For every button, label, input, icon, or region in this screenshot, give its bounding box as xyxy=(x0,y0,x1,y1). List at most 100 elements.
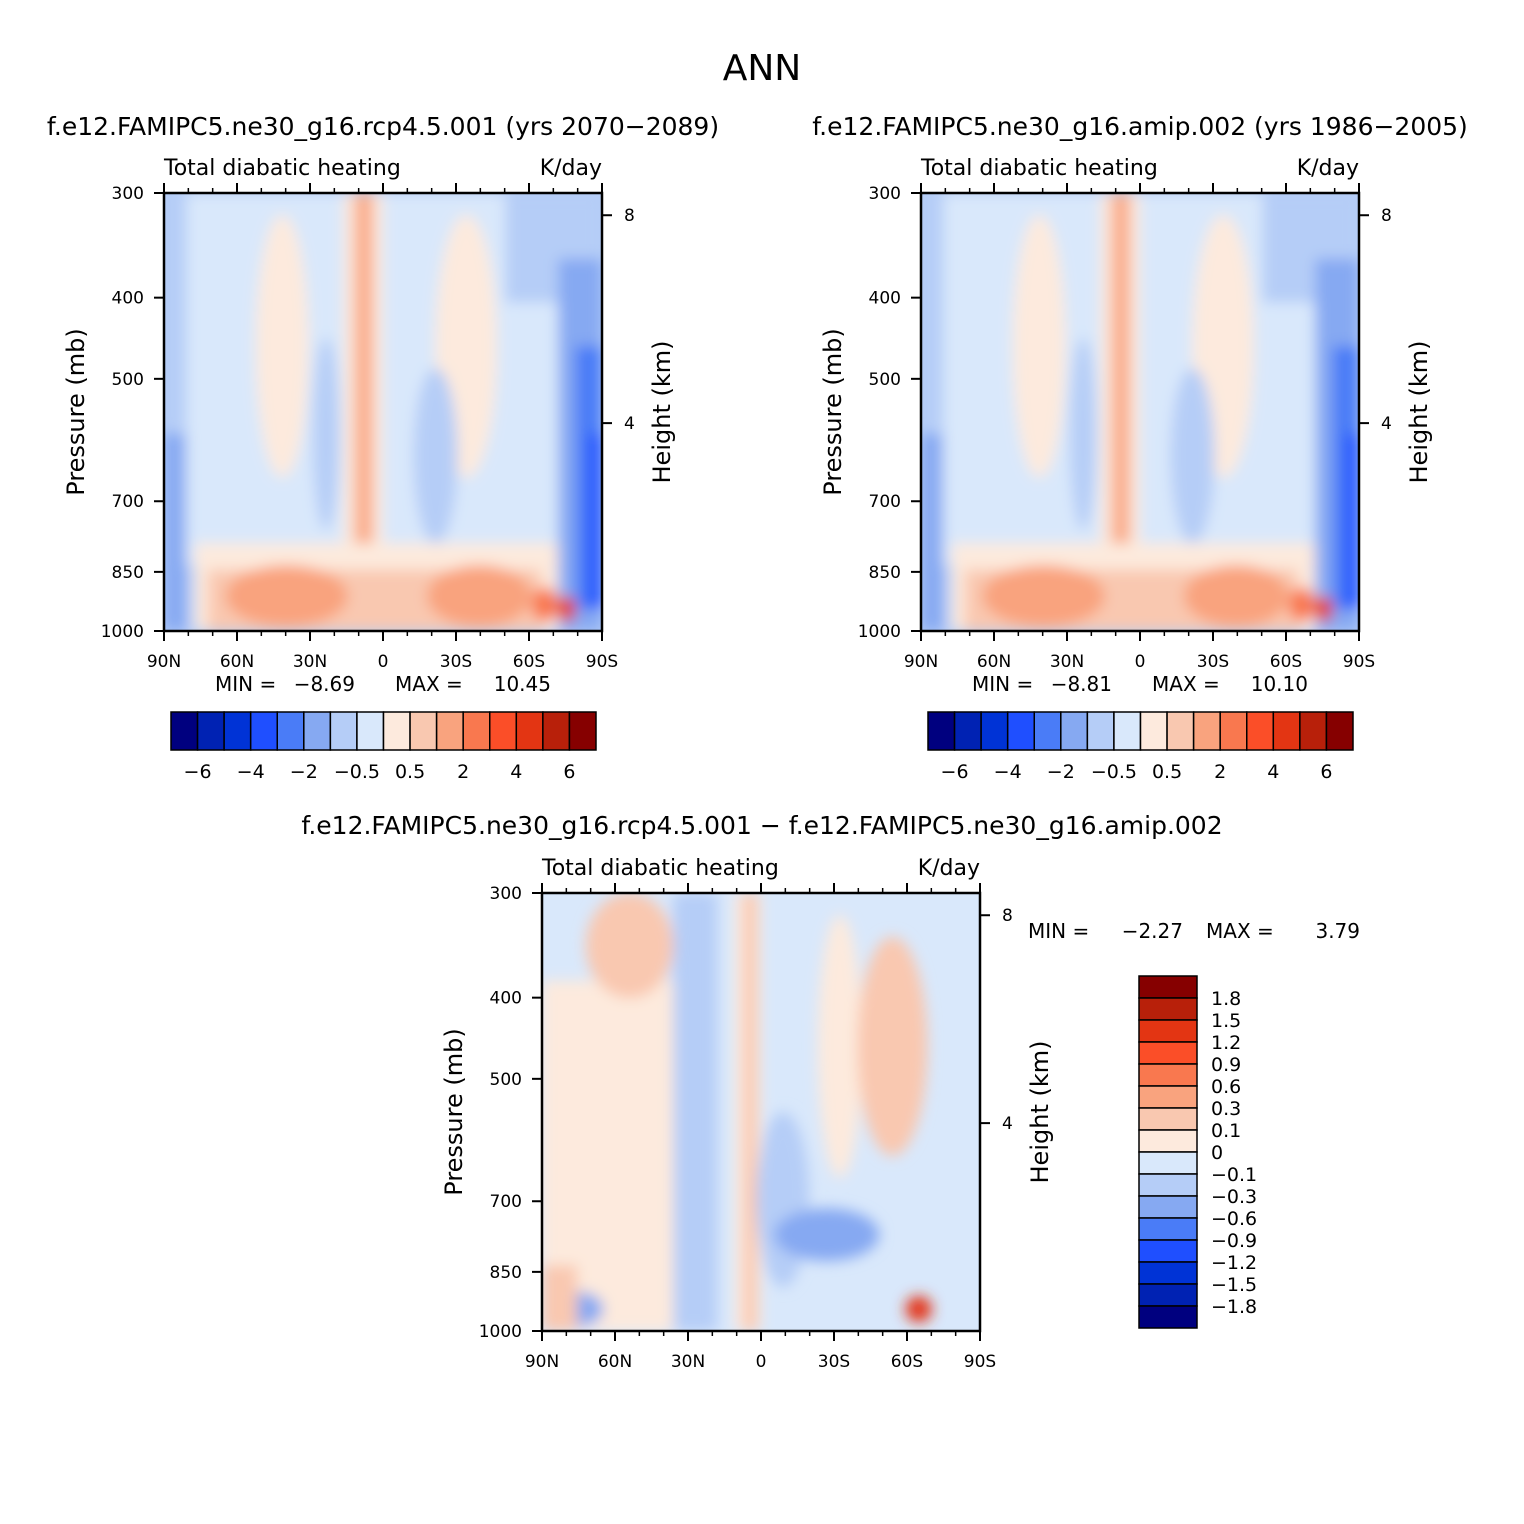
x-tick-label: 90N xyxy=(525,1352,559,1372)
panel-left-label: Total diabatic heating xyxy=(163,156,401,181)
colorbar-cell xyxy=(542,711,571,751)
panel-right-label: K/day xyxy=(1297,156,1359,181)
colorbar-cell xyxy=(409,711,438,751)
colorbar-cell xyxy=(489,711,518,751)
max-value: 10.10 xyxy=(1251,672,1308,696)
colorbar-cell xyxy=(1139,711,1168,751)
y-tick-label: 1000 xyxy=(479,1322,522,1342)
colorbar-cell xyxy=(196,711,225,751)
y-tick-label: 500 xyxy=(490,1070,522,1090)
colorbar-cell xyxy=(1033,711,1062,751)
colorbar-cell xyxy=(1138,1085,1198,1109)
field-1 xyxy=(921,193,1359,631)
colorbar-label: −0.6 xyxy=(1211,1208,1257,1230)
colorbar-cell xyxy=(1138,1217,1198,1241)
x-tick-label: 90S xyxy=(586,652,618,672)
colorbar-cell xyxy=(1192,711,1221,751)
colorbar-label: 0.1 xyxy=(1211,1120,1241,1142)
colorbar-label: 0.5 xyxy=(1152,761,1182,783)
colorbar-cell xyxy=(953,711,982,751)
colorbar-cell xyxy=(1138,1283,1198,1307)
colorbar-cell xyxy=(303,711,332,751)
max-value: 3.79 xyxy=(1315,919,1360,943)
colorbar-label: 0.9 xyxy=(1211,1054,1241,1076)
colorbar-label: 6 xyxy=(1320,761,1332,783)
y-right-axis-label: Height (km) xyxy=(648,341,676,484)
colorbar-cell xyxy=(1138,1261,1198,1285)
colorbar-cell xyxy=(1219,711,1248,751)
colorbar-cell xyxy=(568,711,597,751)
colorbar-label: −0.1 xyxy=(1211,1164,1257,1186)
colorbar-label: 0.5 xyxy=(395,761,425,783)
y-tick-label: 300 xyxy=(112,184,144,204)
colorbar-cell xyxy=(1138,1305,1198,1329)
colorbar-label: 2 xyxy=(457,761,469,783)
max-label: MAX = xyxy=(1152,672,1220,696)
x-tick-label: 0 xyxy=(756,1352,767,1372)
y-tick-label: 850 xyxy=(869,563,901,583)
colorbar-label: 0.6 xyxy=(1211,1076,1241,1098)
y-tick-label: 500 xyxy=(869,370,901,390)
panel-right-label: K/day xyxy=(918,856,980,881)
colorbar-cell xyxy=(927,711,956,751)
x-tick-label: 30N xyxy=(1050,652,1084,672)
min-label: MIN = xyxy=(972,672,1033,696)
colorbar-label: −0.5 xyxy=(1091,761,1137,783)
y-tick-label: 400 xyxy=(490,989,522,1009)
colorbar-label: −6 xyxy=(184,761,212,783)
y-axis-label: Pressure (mb) xyxy=(62,328,90,495)
colorbar-label: 1.2 xyxy=(1211,1032,1241,1054)
colorbar-cell xyxy=(980,711,1009,751)
figure-title: ANN xyxy=(723,48,802,89)
y-right-tick-label: 4 xyxy=(624,414,635,434)
colorbar-cell xyxy=(1138,1239,1198,1263)
colorbar-cell xyxy=(1138,1107,1198,1131)
colorbar-label: −2 xyxy=(290,761,318,783)
max-label: MAX = xyxy=(395,672,463,696)
colorbar-cell xyxy=(462,711,491,751)
x-tick-label: 0 xyxy=(1135,652,1146,672)
colorbar-cell xyxy=(1138,1129,1198,1153)
colorbar-cell xyxy=(1166,711,1195,751)
colorbar-cell xyxy=(249,711,278,751)
field-2 xyxy=(542,893,980,1331)
colorbar-label: 6 xyxy=(563,761,575,783)
x-tick-label: 90S xyxy=(964,1352,996,1372)
colorbar-label: −4 xyxy=(237,761,265,783)
colorbar-label: −1.5 xyxy=(1211,1274,1257,1296)
x-tick-label: 30N xyxy=(293,652,327,672)
colorbar-cell xyxy=(223,711,252,751)
x-tick-label: 0 xyxy=(378,652,389,672)
colorbar-cell xyxy=(1272,711,1301,751)
min-label: MIN = xyxy=(1028,919,1089,943)
y-axis-label: Pressure (mb) xyxy=(819,328,847,495)
colorbar-cell xyxy=(356,711,385,751)
colorbar-cell xyxy=(329,711,358,751)
x-tick-label: 60S xyxy=(1270,652,1302,672)
colorbar-label: 4 xyxy=(510,761,522,783)
x-tick-label: 60N xyxy=(977,652,1011,672)
colorbar-cell xyxy=(1325,711,1354,751)
y-right-tick-label: 8 xyxy=(1381,206,1392,226)
y-tick-label: 700 xyxy=(869,492,901,512)
colorbar-label: −2 xyxy=(1047,761,1075,783)
colorbar-cell xyxy=(1138,1151,1198,1175)
y-tick-label: 1000 xyxy=(858,622,901,642)
colorbar-cell xyxy=(1138,1041,1198,1065)
colorbar-label: 1.8 xyxy=(1211,988,1241,1010)
min-value: −8.69 xyxy=(294,672,355,696)
y-tick-label: 700 xyxy=(490,1192,522,1212)
x-tick-label: 60N xyxy=(598,1352,632,1372)
x-tick-label: 30S xyxy=(440,652,472,672)
colorbar-cell xyxy=(435,711,464,751)
colorbar-label: 0 xyxy=(1211,1142,1223,1164)
colorbar-cell xyxy=(1060,711,1089,751)
x-tick-label: 60N xyxy=(220,652,254,672)
colorbar-label: 4 xyxy=(1267,761,1279,783)
colorbar-label: 0.3 xyxy=(1211,1098,1241,1120)
colorbar-label: −1.8 xyxy=(1211,1296,1257,1318)
min-value: −8.81 xyxy=(1051,672,1112,696)
colorbar-cell xyxy=(1246,711,1275,751)
x-tick-label: 60S xyxy=(513,652,545,672)
